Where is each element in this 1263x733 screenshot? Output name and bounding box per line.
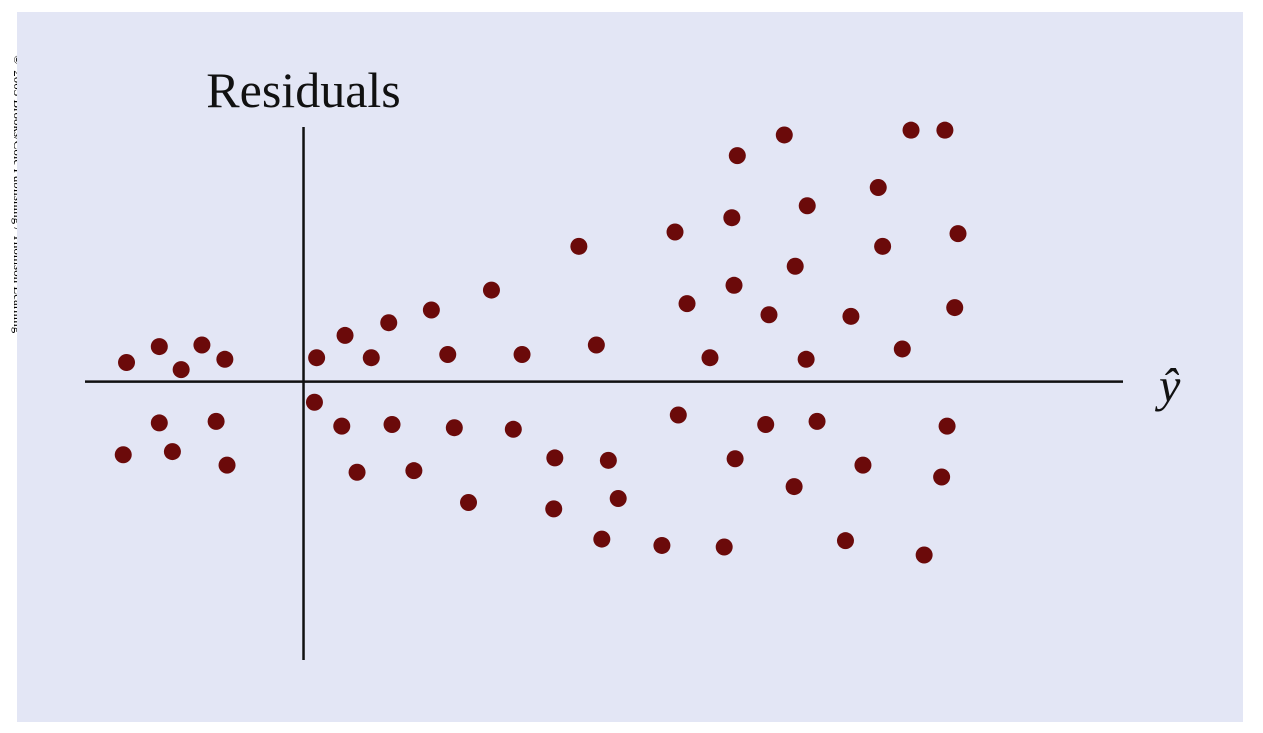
data-point-28 [504,420,522,438]
data-point-54 [669,406,687,424]
data-point-2 [150,338,168,356]
data-point-15 [422,301,440,319]
data-point-52 [609,490,627,508]
data-point-34 [701,349,719,367]
data-point-9 [207,412,225,430]
data-point-35 [723,209,741,227]
data-point-27 [460,493,478,511]
data-point-4 [193,336,211,354]
data-point-14 [380,314,398,332]
data-point-1 [118,353,136,371]
residual-scatter-plot: Residuals ŷ [85,62,1181,660]
data-point-18 [513,346,531,364]
y-axis-label: Residuals [206,62,400,118]
data-point-56 [715,538,733,556]
data-point-32 [666,223,684,241]
data-point-38 [760,306,778,324]
data-point-44 [869,178,887,196]
data-point-47 [902,121,920,139]
data-point-23 [348,463,366,481]
data-point-59 [808,412,826,430]
data-point-10 [218,456,236,474]
x-axis-label: ŷ [1154,360,1181,413]
data-point-55 [726,450,744,468]
data-point-48 [936,121,954,139]
data-point-50 [946,299,964,317]
data-point-46 [893,340,911,358]
data-point-58 [785,478,803,496]
data-point-26 [445,419,463,437]
data-point-53 [653,536,671,554]
data-point-31 [593,530,611,548]
chart-panel: Residuals ŷ [17,12,1243,722]
data-point-12 [336,326,354,344]
data-point-49 [949,225,967,243]
data-point-30 [545,500,563,518]
data-point-29 [546,449,564,467]
data-point-11 [308,349,326,367]
data-point-45 [874,237,892,255]
data-point-22 [333,417,351,435]
data-point-39 [775,126,793,144]
data-point-36 [728,147,746,165]
data-point-8 [163,443,181,461]
data-point-57 [757,416,775,434]
data-point-62 [915,546,933,564]
data-point-7 [150,414,168,432]
data-point-5 [216,350,234,368]
data-point-20 [587,336,605,354]
data-point-51 [599,451,617,469]
data-point-6 [114,446,132,464]
data-point-21 [305,393,323,411]
data-point-37 [725,276,743,294]
data-point-41 [798,197,816,215]
axes-group [85,127,1123,660]
data-point-61 [854,456,872,474]
data-point-64 [938,417,956,435]
data-point-17 [482,281,500,299]
data-point-42 [797,350,815,368]
data-point-33 [678,295,696,313]
data-point-63 [933,468,951,486]
data-point-24 [383,416,401,434]
data-point-43 [842,307,860,325]
data-point-13 [362,349,380,367]
data-points [114,121,967,564]
data-point-25 [405,462,423,480]
data-point-16 [439,346,457,364]
data-point-19 [570,237,588,255]
data-point-60 [836,532,854,550]
data-point-40 [786,257,804,275]
data-point-3 [172,361,190,379]
